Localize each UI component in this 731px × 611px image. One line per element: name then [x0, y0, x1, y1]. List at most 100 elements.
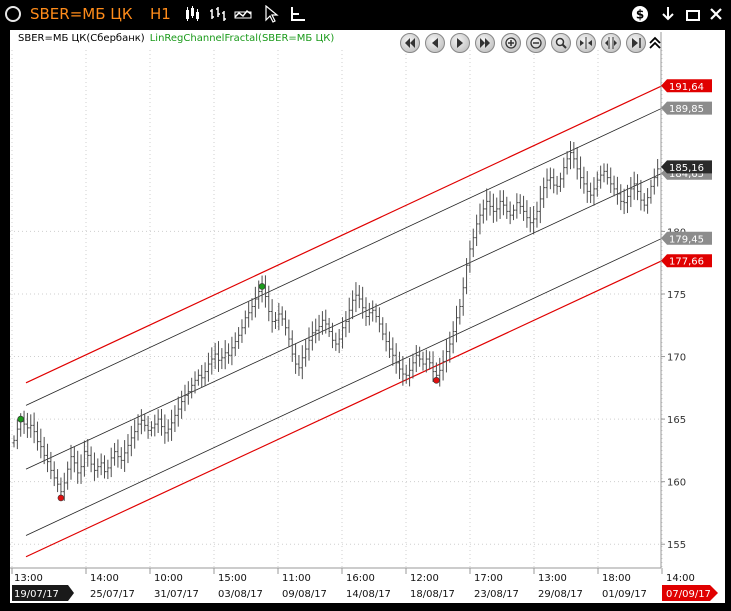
compress-icon	[580, 37, 592, 49]
price-bar	[203, 362, 207, 387]
title-bar: SBER=МБ ЦК H1 $	[0, 0, 731, 30]
prev-icon	[432, 38, 438, 48]
scroll-end-button[interactable]	[626, 33, 646, 53]
price-bar	[310, 321, 314, 351]
price-bar	[79, 454, 83, 484]
price-bar	[76, 450, 80, 484]
y-tick-label: 170	[667, 353, 686, 364]
window-ring-icon[interactable]	[4, 5, 22, 23]
price-bar	[220, 348, 224, 370]
x-time-label: 14:00	[666, 573, 695, 584]
price-bars	[12, 141, 663, 501]
price-bar	[438, 357, 442, 387]
price-bar	[465, 258, 469, 295]
price-bar	[12, 435, 16, 448]
x-date-label: 19/07/17	[14, 589, 59, 600]
timeframe-label[interactable]: H1	[150, 5, 171, 23]
price-bar	[240, 319, 244, 343]
price-bar	[39, 428, 43, 459]
next-button[interactable]	[450, 33, 470, 53]
collapse-icon[interactable]	[649, 36, 661, 50]
price-bar	[327, 317, 331, 337]
price-bar	[381, 317, 385, 341]
price-bar	[656, 158, 660, 187]
date-highlight-start	[12, 585, 68, 601]
expand-icon	[605, 37, 617, 49]
price-label-red: 191,64	[661, 79, 712, 93]
price-bar	[126, 434, 130, 464]
channel-lower-inner-line	[25, 237, 663, 536]
price-bar	[354, 282, 358, 313]
price-bar	[180, 390, 184, 419]
price-bar	[32, 412, 36, 444]
price-bar	[545, 168, 549, 199]
price-bar	[495, 197, 499, 222]
price-bar	[612, 175, 616, 197]
price-bar	[15, 419, 19, 450]
price-bar	[387, 331, 391, 358]
price-bar	[250, 298, 254, 321]
price-label-gray: 189,85	[661, 101, 712, 115]
minimize-icon[interactable]	[684, 5, 702, 23]
price-bar	[99, 453, 103, 476]
chart-type-candles-icon[interactable]	[184, 5, 202, 23]
price-bar	[69, 444, 73, 480]
fractal-markers	[17, 283, 440, 502]
indicator-icon[interactable]	[289, 5, 307, 23]
price-bar	[461, 277, 465, 316]
price-bar	[22, 410, 26, 434]
price-bar	[277, 302, 281, 331]
search-icon	[555, 37, 567, 49]
price-bar	[565, 151, 569, 175]
chart-area[interactable]	[10, 30, 725, 603]
price-bar	[200, 364, 204, 388]
svg-text:191,64: 191,64	[669, 82, 704, 93]
price-bar	[351, 290, 355, 320]
x-date-label: 23/08/17	[474, 589, 519, 600]
svg-text:184,65: 184,65	[669, 169, 704, 180]
price-bar	[535, 201, 539, 228]
price-bar	[579, 156, 583, 189]
compress-button[interactable]	[576, 33, 596, 53]
close-icon[interactable]	[707, 5, 725, 23]
price-label-red: 177,66	[661, 254, 712, 268]
price-bar	[186, 381, 190, 405]
price-bar	[404, 364, 408, 384]
price-bar	[367, 302, 371, 326]
download-icon[interactable]	[659, 5, 677, 23]
zoom-in-button[interactable]	[501, 33, 521, 53]
x-date-label: 01/09/17	[602, 589, 647, 600]
cursor-icon[interactable]	[262, 5, 280, 23]
price-bar	[52, 461, 56, 487]
x-time-label: 18:00	[602, 573, 631, 584]
price-bar	[273, 311, 277, 329]
first-button[interactable]	[400, 33, 420, 53]
channel-middle-line	[25, 172, 663, 470]
chart-type-line-icon[interactable]	[234, 5, 252, 23]
price-bar	[525, 200, 529, 228]
zoom-out-button[interactable]	[526, 33, 546, 53]
price-bar	[190, 377, 194, 399]
price-bar	[290, 330, 294, 362]
chart-type-bars-icon[interactable]	[209, 5, 227, 23]
x-time-label: 16:00	[346, 573, 375, 584]
expand-button[interactable]	[601, 33, 621, 53]
price-bar	[602, 163, 606, 183]
price-bar	[334, 332, 338, 351]
legend-indicator[interactable]: LinRegChannelFractal(SBER=МБ ЦК)	[149, 33, 335, 44]
price-label-gray: 179,45	[661, 231, 712, 245]
price-bar	[193, 371, 197, 394]
price-bar	[414, 345, 418, 373]
chart-grid	[10, 50, 663, 568]
price-bar	[428, 351, 432, 370]
search-button[interactable]	[551, 33, 571, 53]
last-button[interactable]	[475, 33, 495, 53]
price-bar	[153, 414, 157, 437]
price-bar	[357, 285, 361, 309]
svg-text:$: $	[636, 8, 644, 22]
currency-icon[interactable]: $	[631, 5, 649, 23]
price-bar	[42, 436, 46, 465]
prev-button[interactable]	[425, 33, 445, 53]
price-bar	[548, 167, 552, 190]
